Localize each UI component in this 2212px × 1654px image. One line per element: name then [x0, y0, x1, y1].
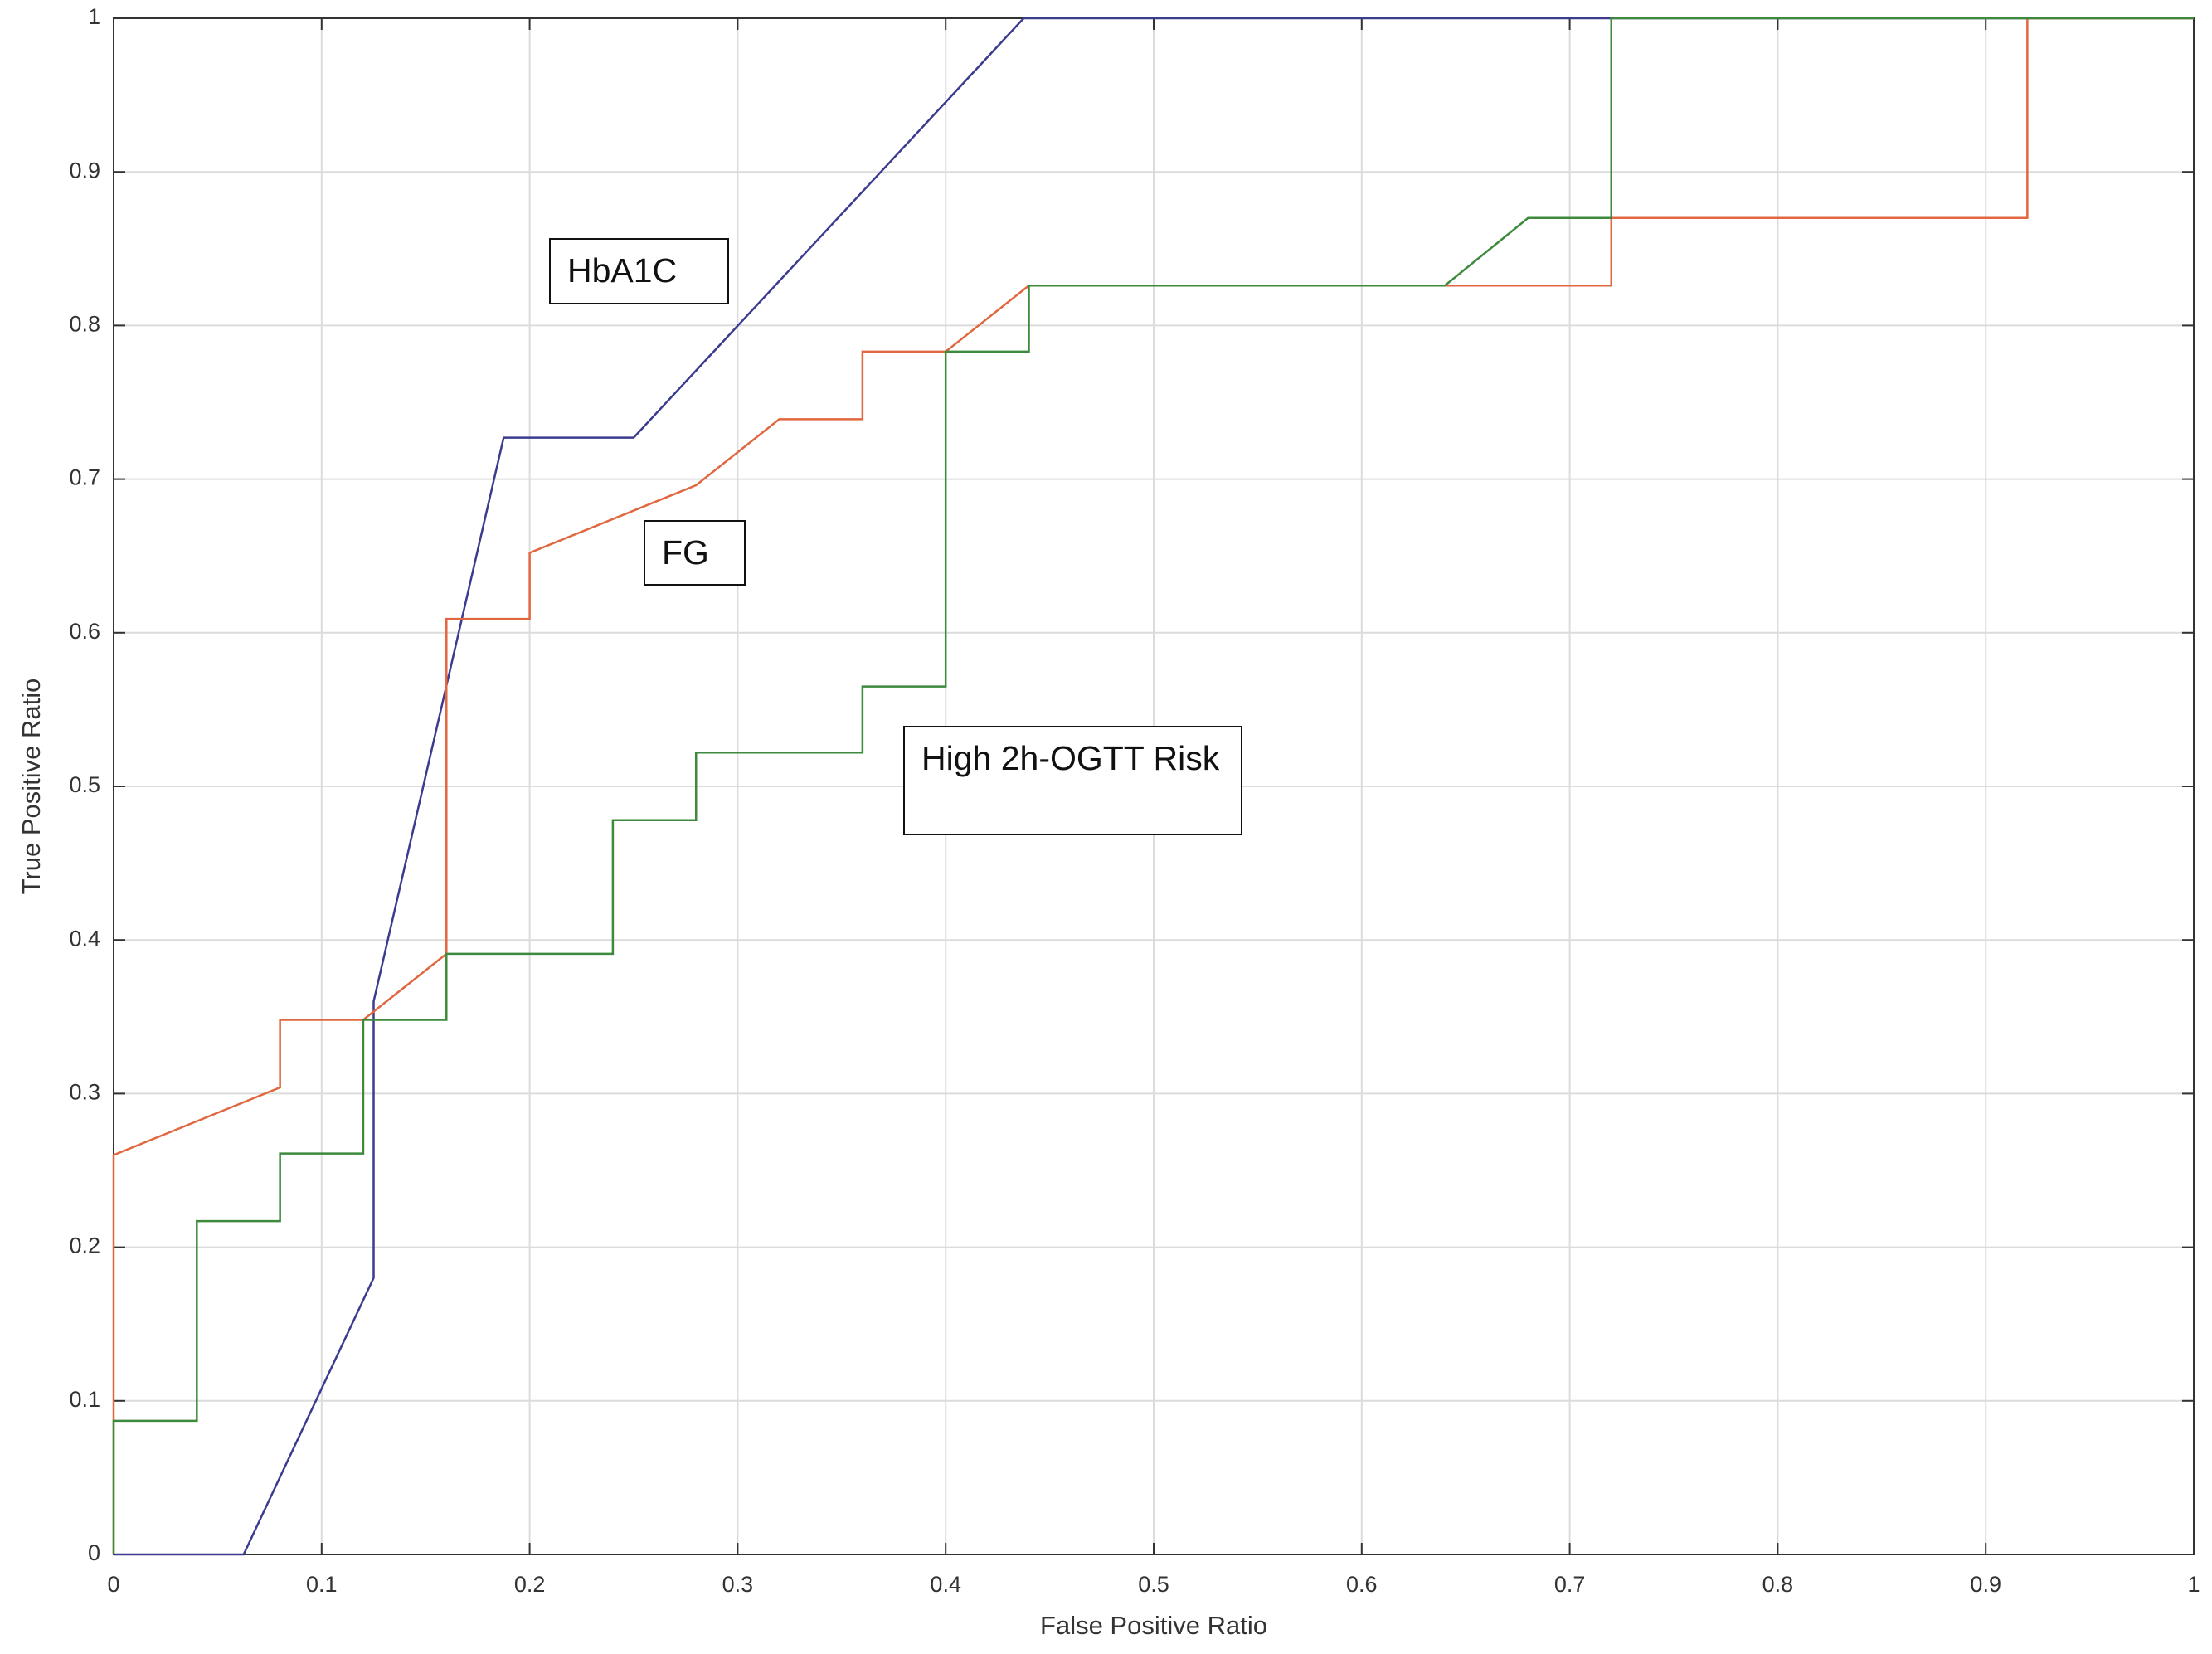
y-tick-label: 0.9: [69, 158, 100, 182]
series-label-box: High 2h-OGTT Risk: [903, 726, 1242, 835]
y-tick-label: 0.7: [69, 465, 100, 490]
x-tick-label: 0.6: [1346, 1572, 1378, 1597]
series-line: [112, 17, 2194, 1554]
series-label: HbA1C: [549, 238, 729, 304]
x-tick-label: 0.2: [514, 1572, 546, 1597]
y-tick-label: 1: [88, 4, 100, 29]
series-label: FG: [644, 520, 746, 586]
y-tick-label: 0.3: [69, 1080, 100, 1105]
x-axis-label: False Positive Ratio: [1040, 1611, 1267, 1640]
series-label-box: HbA1C: [549, 238, 729, 304]
y-tick-label: 0.8: [69, 312, 100, 337]
x-tick-label: 0.3: [722, 1572, 754, 1597]
x-tick-label: 0.8: [1762, 1572, 1794, 1597]
series-label-box: FG: [644, 520, 746, 586]
y-tick-label: 0.1: [69, 1387, 100, 1412]
y-tick-label: 0.5: [69, 772, 100, 797]
series-label: High 2h-OGTT Risk: [903, 726, 1242, 835]
y-axis-label: True Positive Ratio: [17, 679, 46, 895]
x-tick-label: 0.7: [1554, 1572, 1586, 1597]
x-tick-label: 0.1: [306, 1572, 338, 1597]
series-line: [114, 17, 2194, 1556]
x-tick-label: 0.9: [1970, 1572, 2001, 1597]
y-tick-label: 0.2: [69, 1233, 100, 1258]
x-tick-label: 1: [2187, 1572, 2200, 1597]
y-tick-label: 0: [88, 1540, 100, 1565]
x-tick-label: 0.4: [930, 1572, 961, 1597]
series-line: [112, 17, 2194, 1554]
y-tick-label: 0.4: [69, 926, 100, 951]
y-tick-label: 0.6: [69, 619, 100, 644]
x-tick-label: 0.5: [1138, 1572, 1169, 1597]
x-tick-label: 0: [107, 1572, 119, 1597]
